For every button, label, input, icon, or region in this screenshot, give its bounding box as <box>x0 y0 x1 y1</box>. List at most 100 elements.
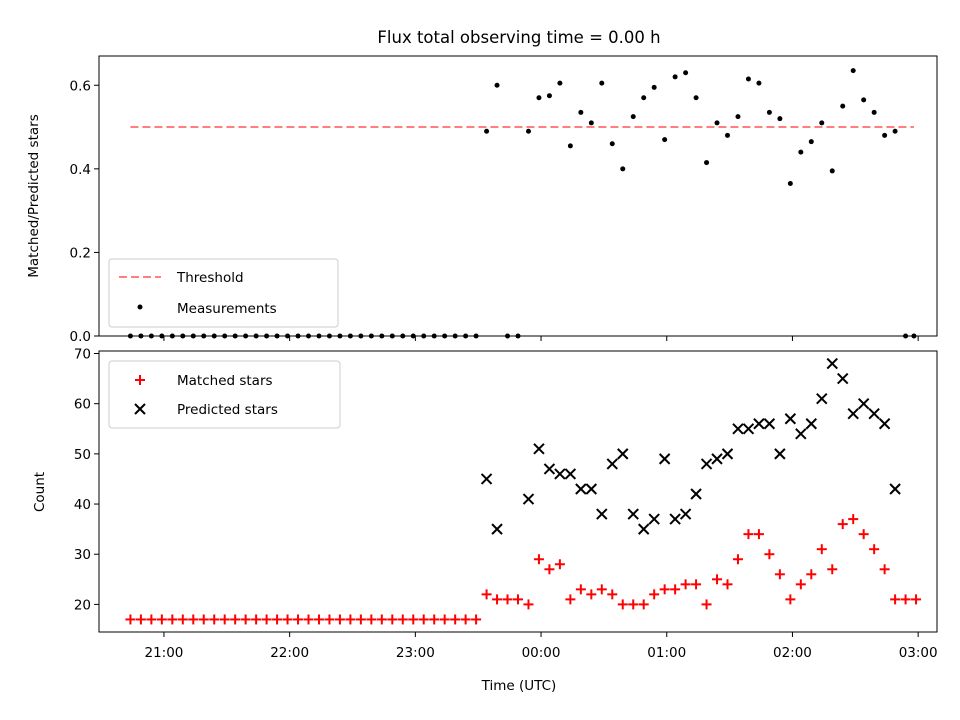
top-y-tick-label: 0.2 <box>70 245 91 261</box>
measurement-point <box>651 84 657 90</box>
legend-threshold-label: Threshold <box>176 270 244 286</box>
matched-star-point <box>879 564 890 575</box>
predicted-stars-points <box>480 357 901 535</box>
matched-star-point <box>607 589 618 600</box>
legend-matched-swatch <box>135 375 145 385</box>
matched-star-point <box>900 594 911 605</box>
matched-star-point <box>492 594 503 605</box>
matched-star-point <box>795 579 806 590</box>
bottom-y-axis-label: Count <box>32 472 48 512</box>
matched-star-point <box>219 614 230 625</box>
matched-star-point <box>272 614 283 625</box>
matched-star-point <box>596 584 607 595</box>
measurement-point <box>861 97 867 103</box>
matched-star-point <box>712 574 723 585</box>
x-tick-label: 00:00 <box>522 645 561 661</box>
top-y-ticks: 0.0 0.2 0.4 0.6 <box>70 78 99 345</box>
matched-star-point <box>146 614 157 625</box>
matched-star-point <box>911 594 922 605</box>
measurement-point <box>808 139 814 145</box>
matched-star-point <box>691 579 702 590</box>
matched-star-point <box>125 614 136 625</box>
measurement-point <box>871 109 877 115</box>
matched-star-point <box>806 569 817 580</box>
matched-star-point <box>523 599 534 610</box>
predicted-star-point <box>575 483 587 495</box>
predicted-star-point <box>543 463 556 475</box>
legend-measurements-label: Measurements <box>177 301 277 317</box>
matched-star-point <box>198 614 209 625</box>
matched-star-point <box>397 614 408 625</box>
predicted-star-point <box>774 448 786 460</box>
measurement-point <box>892 128 898 134</box>
predicted-star-point <box>522 493 535 505</box>
measurement-point <box>546 93 552 99</box>
matched-star-point <box>439 614 450 625</box>
bottom-y-tick-label: 60 <box>74 397 91 413</box>
matched-star-point <box>848 514 859 525</box>
predicted-star-point <box>627 508 639 520</box>
matched-star-point <box>135 614 146 625</box>
measurement-point <box>567 143 573 149</box>
predicted-star-point <box>564 468 577 480</box>
matched-star-point <box>701 599 712 610</box>
chart-title: Flux total observing time = 0.00 h <box>377 28 660 47</box>
predicted-star-point <box>648 513 660 525</box>
predicted-star-point <box>721 448 734 460</box>
measurement-point <box>735 114 741 120</box>
measurement-point <box>536 95 542 101</box>
predicted-star-point <box>795 428 807 440</box>
measurement-point <box>525 128 531 134</box>
predicted-star-point <box>868 408 880 420</box>
predicted-star-point <box>805 418 818 430</box>
matched-star-point <box>649 589 660 600</box>
matched-stars-points <box>125 514 922 625</box>
matched-star-point <box>471 614 482 625</box>
top-y-tick-label: 0.0 <box>70 329 91 345</box>
predicted-star-point <box>711 453 723 465</box>
predicted-star-point <box>889 483 901 495</box>
measurement-point <box>704 160 710 166</box>
predicted-star-point <box>596 508 608 520</box>
predicted-star-point <box>617 448 629 460</box>
measurement-point <box>620 166 626 172</box>
predicted-star-point <box>857 397 870 410</box>
predicted-star-point <box>847 408 859 420</box>
measurement-point <box>557 80 563 86</box>
matched-star-point <box>732 554 743 565</box>
matched-star-point <box>544 564 555 575</box>
matched-star-point <box>460 614 471 625</box>
matched-star-point <box>638 599 649 610</box>
bottom-x-ticks: 21:00 22:00 23:00 00:00 01:00 02:00 03:00 <box>144 632 938 661</box>
matched-star-point <box>816 544 827 555</box>
measurement-point <box>588 120 594 126</box>
matched-star-point <box>565 594 576 605</box>
measurement-point <box>819 120 825 126</box>
measurement-point <box>798 149 804 155</box>
matched-star-point <box>617 599 628 610</box>
predicted-star-point <box>637 523 650 535</box>
x-axis-label: Time (UTC) <box>481 678 557 694</box>
measurement-point <box>599 80 605 86</box>
predicted-star-point <box>554 468 566 480</box>
predicted-star-point <box>837 372 849 385</box>
bottom-y-ticks: 20 30 40 50 60 70 <box>74 347 99 613</box>
matched-star-point <box>753 529 764 540</box>
predicted-star-point <box>585 483 598 495</box>
measurement-point <box>578 109 584 115</box>
measurement-point <box>725 132 730 138</box>
matched-star-point <box>156 614 167 625</box>
x-tick-label: 03:00 <box>899 645 938 661</box>
x-tick-label: 21:00 <box>144 645 183 661</box>
x-tick-label: 01:00 <box>647 645 686 661</box>
x-tick-label: 23:00 <box>396 645 435 661</box>
legend-predicted-swatch <box>134 403 146 415</box>
measurement-point <box>494 82 500 88</box>
legend-predicted-label: Predicted stars <box>177 402 278 418</box>
predicted-star-point <box>700 458 713 470</box>
matched-star-point <box>628 599 639 610</box>
matched-star-point <box>680 579 691 590</box>
measurement-point <box>693 95 699 101</box>
measurement-point <box>756 80 762 86</box>
measurement-point <box>630 114 636 120</box>
